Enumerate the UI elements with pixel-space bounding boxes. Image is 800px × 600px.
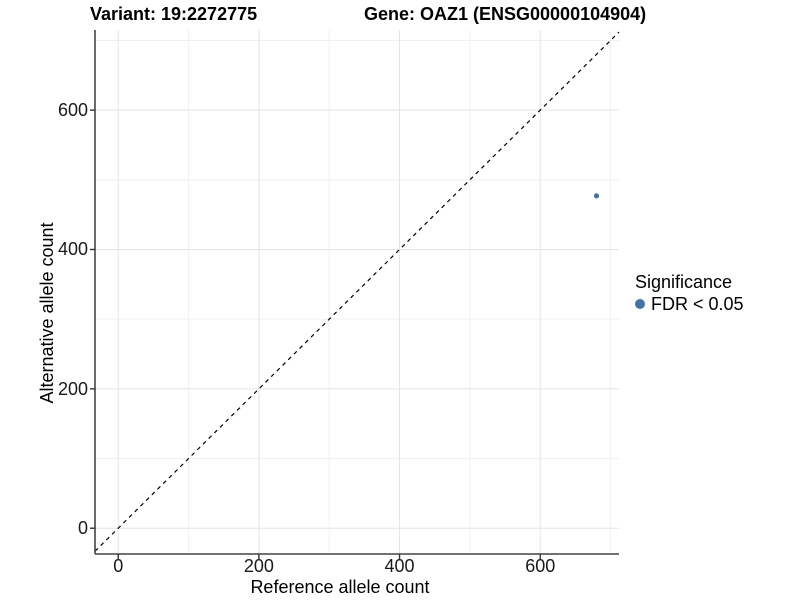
variant-title: Variant: 19:2272775 bbox=[90, 4, 258, 24]
x-tick-label: 0 bbox=[113, 556, 124, 576]
legend-title: Significance bbox=[635, 272, 733, 292]
y-tick-label: 400 bbox=[57, 239, 88, 260]
y-tick-label: 0 bbox=[77, 518, 88, 539]
gene-title: Gene: OAZ1 (ENSG00000104904) bbox=[364, 4, 647, 24]
legend-item-fdr: FDR < 0.05 bbox=[635, 294, 744, 314]
x-tick-label: 400 bbox=[384, 556, 415, 576]
x-tick-label: 600 bbox=[525, 556, 556, 576]
y-tick-label: 600 bbox=[57, 100, 88, 121]
data-point bbox=[593, 193, 600, 199]
legend: Significance FDR < 0.05 bbox=[635, 272, 744, 314]
legend-key-dot-icon bbox=[635, 299, 645, 309]
identity-dashed-line bbox=[94, 31, 620, 552]
legend-item-label: FDR < 0.05 bbox=[651, 293, 744, 314]
y-tick-label: 200 bbox=[57, 378, 88, 399]
x-axis-title: Reference allele count bbox=[250, 577, 430, 597]
x-tick-label: 200 bbox=[243, 556, 274, 576]
